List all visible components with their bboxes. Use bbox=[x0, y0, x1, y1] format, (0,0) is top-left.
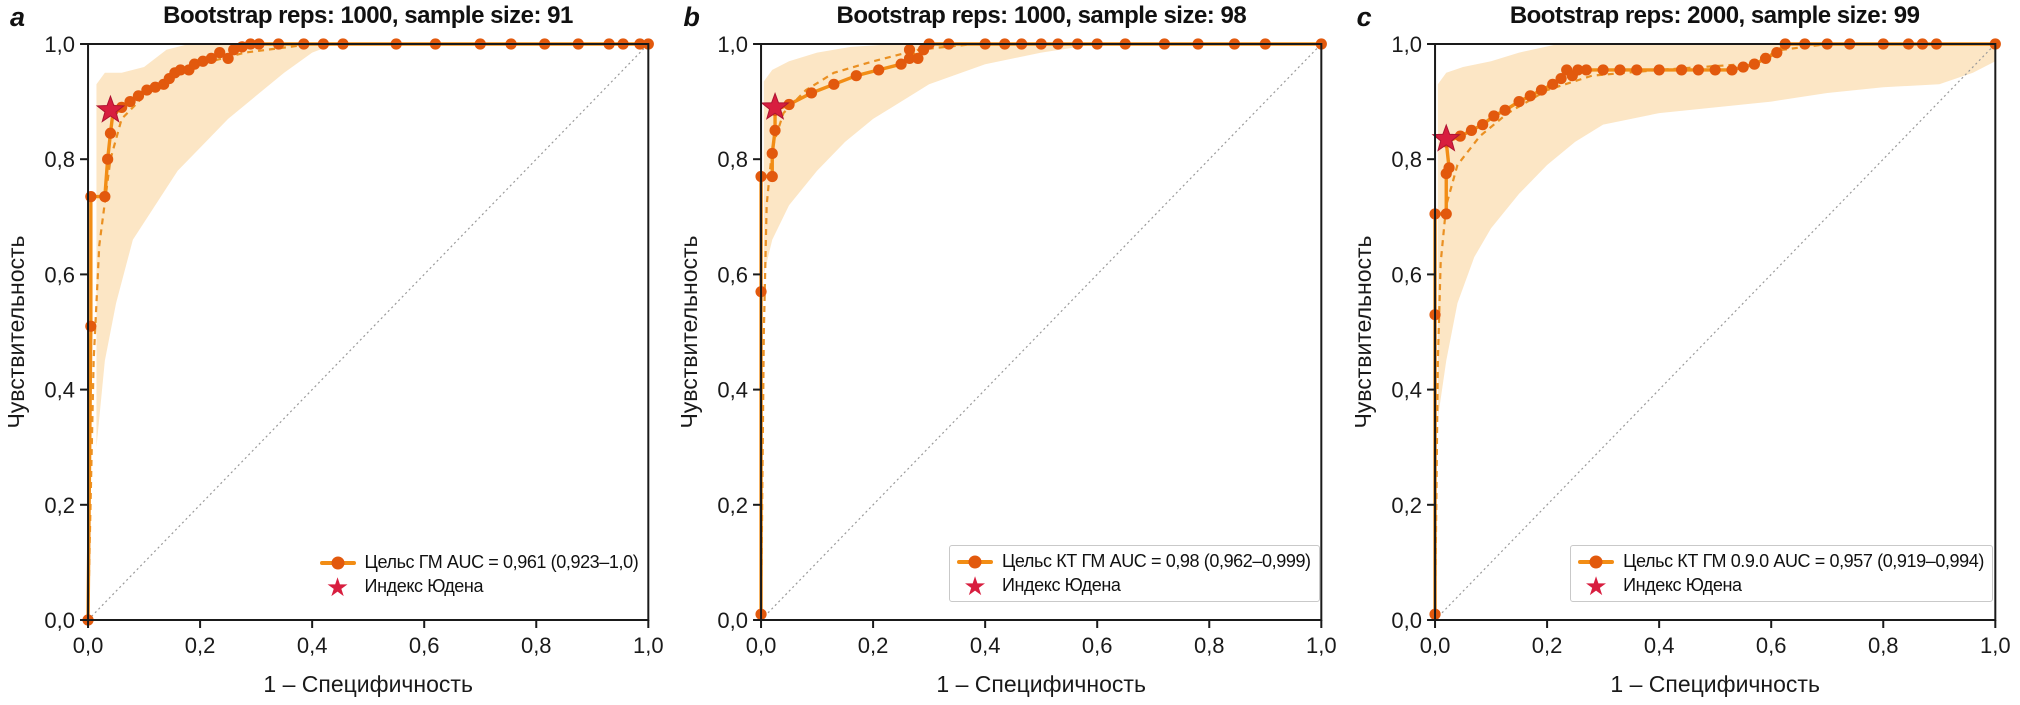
svg-text:0,4: 0,4 bbox=[297, 633, 328, 658]
roc-panel-c: c Bootstrap reps: 2000, sample size: 99 … bbox=[1347, 0, 2020, 705]
chart-title-b: Bootstrap reps: 1000, sample size: 98 bbox=[836, 2, 1247, 29]
svg-text:1,0: 1,0 bbox=[718, 32, 749, 57]
svg-text:0,8: 0,8 bbox=[521, 633, 552, 658]
roc-curve-legend-marker-icon bbox=[1578, 555, 1615, 568]
roc-curve-legend-label: Цельс КТ ГМ AUC = 0,98 (0,962–0,999) bbox=[1001, 551, 1311, 571]
svg-text:0,4: 0,4 bbox=[970, 633, 1001, 658]
chart-title-a: Bootstrap reps: 1000, sample size: 91 bbox=[163, 2, 573, 29]
svg-text:Чувствительность: Чувствительность bbox=[1350, 235, 1376, 428]
svg-text:0,2: 0,2 bbox=[858, 633, 889, 658]
svg-text:0,4: 0,4 bbox=[1391, 378, 1422, 403]
roc-marker-dot-icon bbox=[968, 555, 982, 568]
svg-text:0,0: 0,0 bbox=[44, 608, 75, 633]
svg-text:0,4: 0,4 bbox=[718, 378, 749, 403]
svg-text:0,4: 0,4 bbox=[44, 378, 75, 403]
svg-text:1,0: 1,0 bbox=[633, 633, 664, 658]
legend-b: Цельс КТ ГМ AUC = 0,98 (0,962–0,999) ★ И… bbox=[948, 545, 1320, 602]
svg-text:0,2: 0,2 bbox=[44, 493, 75, 518]
svg-text:1 – Специфичность: 1 – Специфичность bbox=[1610, 671, 1820, 697]
svg-text:0,4: 0,4 bbox=[1644, 633, 1675, 658]
legend-a: Цельс ГМ AUC = 0,961 (0,923–1,0) ★ Индек… bbox=[312, 547, 647, 602]
svg-text:0,6: 0,6 bbox=[1756, 633, 1787, 658]
svg-text:0,0: 0,0 bbox=[746, 633, 777, 658]
youden-star-icon: ★ bbox=[963, 570, 987, 601]
roc-chart-a: 0,0 0,2 0,4 0,6 0,8 1,0 0,0 0,2 0,4 0,6 0,8 1,0 1 – … bbox=[3, 32, 664, 697]
svg-text:0,0: 0,0 bbox=[1419, 633, 1450, 658]
svg-text:0,6: 0,6 bbox=[409, 633, 440, 658]
legend-row-youden: ★ Индекс Юдена bbox=[320, 571, 639, 602]
legend-row-youden: ★ Индекс Юдена bbox=[957, 570, 1311, 601]
svg-text:0,0: 0,0 bbox=[1391, 608, 1422, 633]
roc-curve-legend-label: Цельс ГМ AUC = 0,961 (0,923–1,0) bbox=[364, 552, 639, 572]
svg-text:Чувствительность: Чувствительность bbox=[676, 235, 702, 428]
roc-panel-b: b Bootstrap reps: 1000, sample size: 98 … bbox=[673, 0, 1346, 705]
svg-text:1 – Специфичность: 1 – Специфичность bbox=[937, 671, 1147, 697]
svg-text:0,8: 0,8 bbox=[44, 147, 75, 172]
panel-letter-a: a bbox=[10, 2, 26, 32]
youden-star-icon: ★ bbox=[1584, 570, 1608, 601]
roc-curve-legend-marker-icon bbox=[319, 556, 356, 569]
svg-text:0,8: 0,8 bbox=[1868, 633, 1899, 658]
svg-text:0,6: 0,6 bbox=[718, 262, 749, 287]
svg-text:0,6: 0,6 bbox=[1082, 633, 1113, 658]
youden-legend-label: Индекс Юдена bbox=[364, 576, 484, 596]
roc-chart-b: 0,0 0,2 0,4 0,6 0,8 1,0 0,0 0,2 0,4 0,6 0,8 1,0 1 – … bbox=[676, 32, 1337, 697]
legend-row-youden: ★ Индекс Юдена bbox=[1578, 570, 1984, 601]
panel-letter-b: b bbox=[683, 2, 700, 32]
svg-text:0,2: 0,2 bbox=[1391, 493, 1422, 518]
legend-row-curve: Цельс ГМ AUC = 0,961 (0,923–1,0) bbox=[319, 552, 639, 573]
svg-text:Чувствительность: Чувствительность bbox=[3, 235, 29, 428]
roc-panel-a: a Bootstrap reps: 1000, sample size: 91 … bbox=[0, 0, 673, 705]
svg-text:0,0: 0,0 bbox=[718, 608, 749, 633]
svg-text:0,6: 0,6 bbox=[44, 262, 75, 287]
svg-text:0,2: 0,2 bbox=[185, 633, 216, 658]
svg-text:0,8: 0,8 bbox=[718, 147, 749, 172]
svg-text:1,0: 1,0 bbox=[1391, 32, 1422, 57]
legend-row-curve: Цельс КТ ГМ 0.9.0 AUC = 0,957 (0,919–0,9… bbox=[1578, 551, 1984, 572]
roc-marker-dot-icon bbox=[1589, 555, 1603, 568]
legend-row-curve: Цельс КТ ГМ AUC = 0,98 (0,962–0,999) bbox=[956, 551, 1311, 572]
svg-text:0,8: 0,8 bbox=[1194, 633, 1225, 658]
svg-text:1 – Специфичность: 1 – Специфичность bbox=[263, 671, 473, 697]
roc-curve-legend-marker-icon bbox=[956, 555, 993, 568]
legend-c: Цельс КТ ГМ 0.9.0 AUC = 0,957 (0,919–0,9… bbox=[1570, 545, 1993, 602]
panel-letter-c: c bbox=[1356, 2, 1372, 32]
svg-text:0,6: 0,6 bbox=[1391, 262, 1422, 287]
chart-title-c: Bootstrap reps: 2000, sample size: 99 bbox=[1509, 2, 1920, 29]
youden-legend-label: Индекс Юдена bbox=[1623, 575, 1742, 595]
roc-marker-dot-icon bbox=[331, 556, 345, 569]
roc-curve-legend-label: Цельс КТ ГМ 0.9.0 AUC = 0,957 (0,919–0,9… bbox=[1623, 551, 1984, 571]
svg-text:0,2: 0,2 bbox=[1531, 633, 1562, 658]
svg-text:0,0: 0,0 bbox=[73, 633, 104, 658]
roc-chart-c: 0,0 0,2 0,4 0,6 0,8 1,0 0,0 0,2 0,4 0,6 0,8 1,0 1 – … bbox=[1350, 32, 2011, 697]
svg-text:1,0: 1,0 bbox=[1306, 633, 1337, 658]
svg-text:0,8: 0,8 bbox=[1391, 147, 1422, 172]
svg-text:1,0: 1,0 bbox=[44, 32, 75, 57]
svg-text:1,0: 1,0 bbox=[1980, 633, 2011, 658]
youden-legend-label: Индекс Юдена bbox=[1001, 575, 1121, 595]
svg-text:0,2: 0,2 bbox=[718, 493, 749, 518]
youden-star-icon: ★ bbox=[325, 571, 350, 602]
